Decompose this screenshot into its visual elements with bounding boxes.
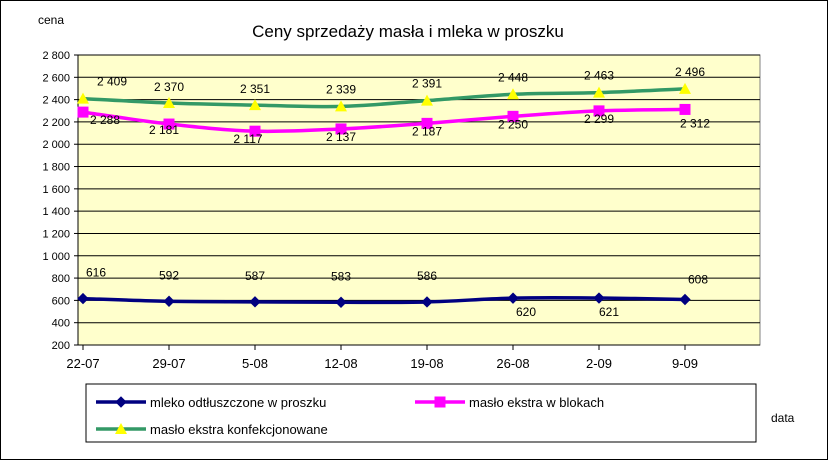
data-label: 2 409 <box>97 75 127 89</box>
x-tick-label: 5-08 <box>242 356 268 371</box>
data-point-square <box>507 110 519 122</box>
legend-label: masło ekstra w blokach <box>469 395 604 410</box>
x-tick-label: 12-08 <box>324 356 357 371</box>
data-label: 2 391 <box>412 77 442 91</box>
x-tick-label: 29-07 <box>152 356 185 371</box>
data-point-square <box>249 125 261 137</box>
y-tick-label: 1 600 <box>42 184 70 196</box>
y-axis-ticks: 200 400 600 800 1 000 1 200 1 400 1 600 1 800 2 0… <box>42 50 79 352</box>
x-tick-label: 19-08 <box>410 356 443 371</box>
data-label: 2 288 <box>90 113 120 127</box>
legend <box>85 383 757 443</box>
data-point-square <box>335 123 347 135</box>
data-point-diamond <box>249 296 261 308</box>
series-group <box>77 82 691 308</box>
y-tick-label: 2 400 <box>42 95 70 107</box>
data-label: 2 370 <box>154 80 184 94</box>
series-line <box>82 107 686 134</box>
data-label: 2 351 <box>240 82 270 96</box>
y-tick-label: 2 600 <box>42 72 70 84</box>
legend-marker-square <box>434 396 446 408</box>
data-point-square <box>593 105 605 117</box>
data-label: 2 496 <box>675 65 705 79</box>
data-label: 2 339 <box>326 82 356 96</box>
data-point-square <box>421 117 433 129</box>
y-tick-label: 800 <box>52 273 70 285</box>
x-tick-label: 2-09 <box>586 356 612 371</box>
data-point-triangle <box>77 92 89 104</box>
y-tick-label: 1 200 <box>42 228 70 240</box>
legend-label: mleko odtłuszczone w proszku <box>150 395 326 410</box>
data-label: 620 <box>516 305 536 319</box>
data-point-triangle <box>335 100 347 112</box>
y-tick-label: 2 800 <box>42 50 70 62</box>
data-point-triangle <box>421 94 433 106</box>
y-tick-label: 1 000 <box>42 251 70 263</box>
x-tick-label: 9-09 <box>672 356 698 371</box>
data-point-diamond <box>163 295 175 307</box>
data-label: 2 250 <box>498 117 528 131</box>
data-label: 2 181 <box>149 123 179 137</box>
data-point-diamond <box>421 296 433 308</box>
data-label: 616 <box>86 266 106 280</box>
data-label: 2 448 <box>498 70 528 84</box>
x-axis-label: data <box>771 411 795 425</box>
data-point-diamond <box>679 293 691 306</box>
data-label: 2 137 <box>326 130 356 144</box>
y-tick-label: 400 <box>52 318 70 330</box>
legend-marker-triangle <box>115 423 127 434</box>
data-label: 2 117 <box>233 132 262 146</box>
data-label: 621 <box>599 305 619 319</box>
x-axis-ticks: 22-07 29-07 5-08 12-08 19-08 26-08 2-09 9-09 <box>66 344 760 371</box>
legend-marker-diamond <box>115 396 127 408</box>
data-label: 586 <box>417 269 437 283</box>
data-point-square <box>163 118 175 130</box>
data-label: 587 <box>245 269 265 283</box>
x-tick-label: 26-08 <box>496 356 529 371</box>
data-label: 2 312 <box>680 116 710 130</box>
series-line <box>82 87 686 109</box>
data-point-square <box>679 103 691 115</box>
y-tick-label: 1 800 <box>42 162 70 174</box>
y-axis-label: cena <box>38 13 64 27</box>
series-line <box>82 296 686 305</box>
y-tick-label: 1 400 <box>42 206 70 218</box>
legend-entries: mleko odtłuszczone w proszku masło ekstra… <box>96 395 604 437</box>
data-point-triangle <box>507 88 519 100</box>
y-tick-label: 2 200 <box>42 117 70 129</box>
legend-label: masło ekstra konfekcjonowane <box>150 422 328 437</box>
data-label: 583 <box>331 269 351 283</box>
data-labels: 616 592 587 583 586 620 621 608 2 288 2 181 2 117 2… <box>86 65 710 319</box>
data-label: 2 299 <box>584 112 614 126</box>
data-label: 608 <box>688 272 708 286</box>
x-tick-label: 22-07 <box>66 356 99 371</box>
y-tick-label: 600 <box>52 295 70 307</box>
chart-title: Ceny sprzedaży masła i mleka w proszku <box>252 22 564 41</box>
data-point-triangle <box>249 99 261 111</box>
data-point-diamond <box>507 292 519 304</box>
data-point-triangle <box>679 82 691 94</box>
y-tick-label: 200 <box>52 340 70 352</box>
data-point-triangle <box>163 96 175 108</box>
data-point-triangle <box>593 86 605 98</box>
data-point-diamond <box>77 292 89 305</box>
data-point-square <box>77 106 89 118</box>
data-label: 592 <box>159 268 179 282</box>
data-point-diamond <box>593 292 605 304</box>
data-point-diamond <box>335 296 347 308</box>
data-label: 2 463 <box>584 69 614 83</box>
y-tick-label: 2 000 <box>42 139 70 151</box>
data-label: 2 187 <box>412 124 442 138</box>
